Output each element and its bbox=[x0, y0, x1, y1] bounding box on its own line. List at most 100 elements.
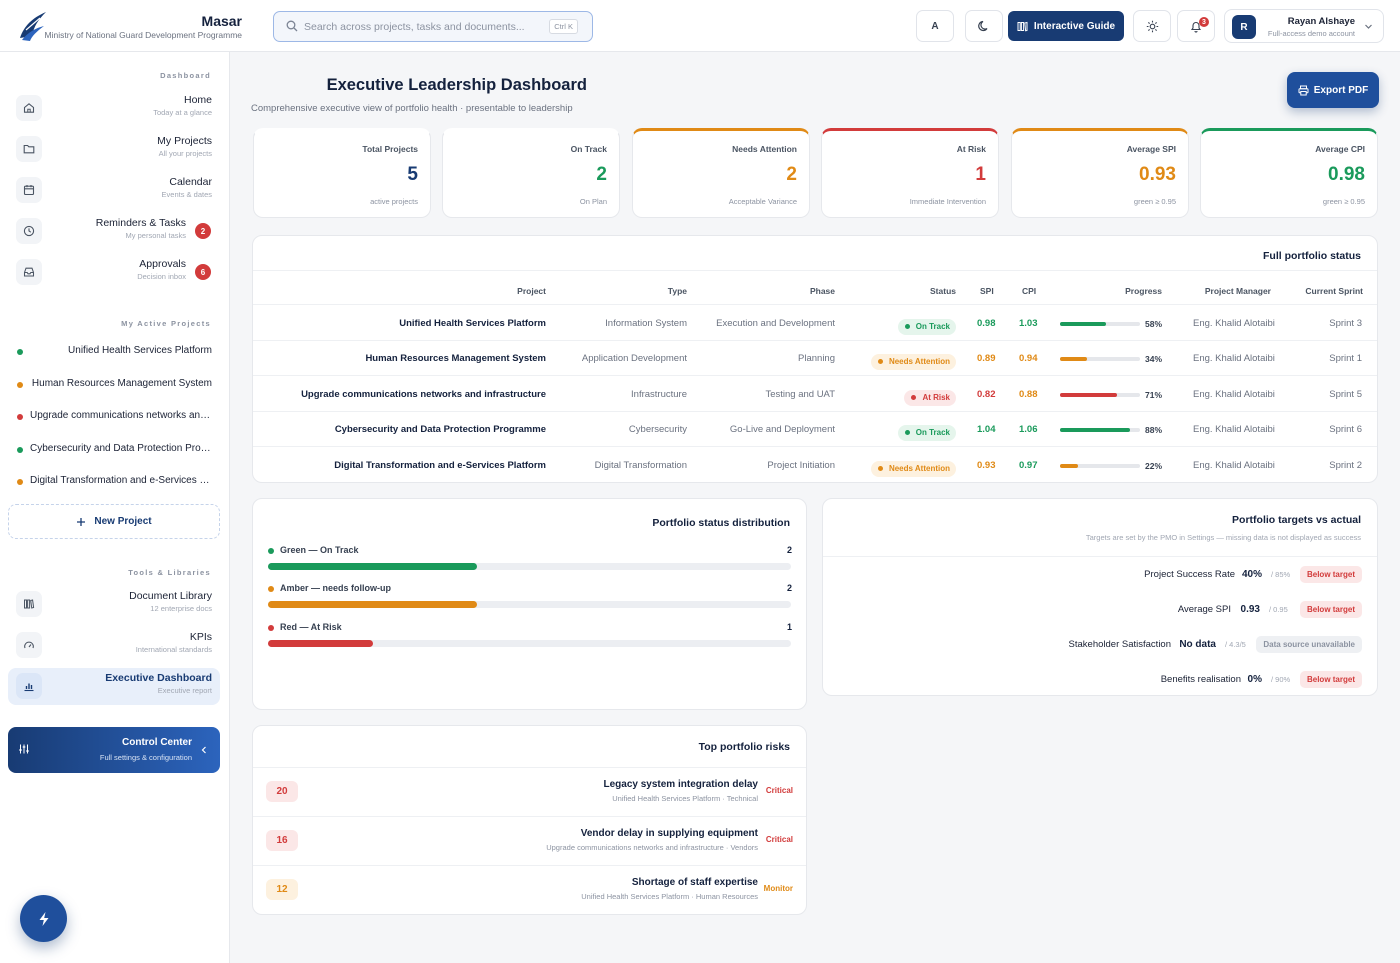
control-center-button[interactable]: Control Center Full settings & configura… bbox=[8, 727, 220, 773]
kpi-value: 5 bbox=[407, 164, 418, 185]
target-label: Benefits realisation bbox=[1160, 674, 1241, 685]
inbox-icon bbox=[16, 259, 42, 285]
risk-subtitle: Upgrade communications networks and infr… bbox=[546, 843, 758, 852]
status-badge: Needs Attention bbox=[870, 354, 956, 370]
column-header: Project bbox=[517, 286, 546, 296]
font-size-button[interactable]: A bbox=[916, 10, 954, 42]
sidebar-item-calendar[interactable]: Calendar Events & dates bbox=[8, 172, 220, 208]
distribution-label: Red — At Risk bbox=[280, 622, 342, 632]
kpi-card-average-cpi: Average CPI 0.98 green ≥ 0.95 bbox=[1200, 128, 1378, 218]
moon-icon bbox=[978, 20, 988, 32]
risk-title[interactable]: Vendor delay in supplying equipment bbox=[580, 828, 758, 839]
project-manager-cell: Eng. Khalid Alotaibi bbox=[1193, 353, 1275, 364]
sidebar-project-item[interactable]: Digital Transformation and e-Services Pl… bbox=[8, 471, 220, 493]
project-label: Upgrade communications networks and infr… bbox=[30, 410, 212, 421]
current-sprint-cell: Sprint 2 bbox=[1329, 460, 1362, 471]
sidebar-item-document-library[interactable]: Document Library 12 enterprise docs bbox=[8, 586, 220, 622]
cpi-cell: 1.06 bbox=[1019, 424, 1038, 435]
sidebar-item-home[interactable]: Home Today at a glance bbox=[8, 90, 220, 126]
masar-logo-icon[interactable] bbox=[18, 10, 48, 42]
quick-action-button[interactable] bbox=[20, 895, 67, 942]
sidebar-project-item[interactable]: Human Resources Management System bbox=[8, 374, 220, 396]
distribution-value: 1 bbox=[786, 622, 792, 632]
sidebar-project-item[interactable]: Upgrade communications networks and infr… bbox=[8, 406, 220, 428]
project-name-cell[interactable]: Unified Health Services Platform bbox=[399, 318, 546, 329]
divider bbox=[253, 340, 1377, 341]
kpi-title: At Risk bbox=[956, 144, 986, 154]
clock-icon bbox=[16, 218, 42, 244]
sidebar-item-my-projects[interactable]: My Projects All your projects bbox=[8, 131, 220, 167]
distribution-value: 2 bbox=[786, 583, 792, 593]
sidebar-item-executive-dashboard[interactable]: Executive Dashboard Executive report bbox=[8, 668, 220, 705]
plus-icon bbox=[77, 517, 86, 526]
status-dot bbox=[17, 447, 23, 453]
risks-card: Top portfolio risks bbox=[252, 725, 807, 915]
status-badge: Needs Attention bbox=[870, 461, 956, 477]
sidebar-project-item[interactable]: Cybersecurity and Data Protection Progra… bbox=[8, 439, 220, 461]
reminders-count-badge: 2 bbox=[195, 223, 211, 239]
column-header: Phase bbox=[809, 286, 835, 296]
global-search[interactable]: Ctrl K bbox=[273, 11, 593, 42]
risk-title[interactable]: Legacy system integration delay bbox=[603, 779, 758, 790]
sidebar-item-approvals[interactable]: Approvals Decision inbox 6 bbox=[8, 254, 220, 290]
risk-subtitle: Unified Health Services Platform · Techn… bbox=[612, 794, 758, 803]
gauge-icon bbox=[16, 632, 42, 658]
project-name-cell[interactable]: Upgrade communications networks and infr… bbox=[301, 389, 546, 400]
targets-title: Portfolio targets vs actual bbox=[1232, 514, 1361, 526]
project-name-cell[interactable]: Human Resources Management System bbox=[365, 353, 546, 364]
bar-chart-icon bbox=[16, 673, 42, 699]
interactive-guide-button[interactable]: Interactive Guide bbox=[1008, 11, 1124, 41]
divider bbox=[253, 270, 1377, 271]
target-actual-value: 0.93 bbox=[1240, 603, 1260, 615]
project-label: Cybersecurity and Data Protection Progra… bbox=[30, 443, 212, 454]
export-pdf-label: Export PDF bbox=[1313, 84, 1369, 96]
project-manager-cell: Eng. Khalid Alotaibi bbox=[1193, 389, 1275, 400]
book-icon bbox=[1017, 21, 1028, 31]
kpi-card-average-spi: Average SPI 0.93 green ≥ 0.95 bbox=[1011, 128, 1189, 218]
control-center-sub: Full settings & configuration bbox=[99, 753, 192, 762]
risk-score-badge: 20 bbox=[266, 781, 298, 802]
current-sprint-cell: Sprint 5 bbox=[1329, 389, 1362, 400]
sidebar-project-item[interactable]: Unified Health Services Platform bbox=[8, 341, 220, 363]
kpi-sub: On Plan bbox=[579, 197, 607, 206]
user-name: Rayan Alshaye bbox=[1287, 16, 1355, 27]
search-input[interactable] bbox=[304, 18, 534, 36]
avatar: R bbox=[1232, 15, 1256, 39]
progress-bar bbox=[1060, 357, 1140, 361]
progress-label: 58% bbox=[1145, 319, 1163, 329]
spi-cell: 1.04 bbox=[977, 424, 996, 435]
distribution-value: 2 bbox=[786, 545, 792, 555]
project-label: Digital Transformation and e-Services Pl… bbox=[30, 475, 212, 486]
kpi-value: 0.98 bbox=[1328, 164, 1365, 185]
project-name-cell[interactable]: Digital Transformation and e-Services Pl… bbox=[334, 460, 546, 471]
risk-title[interactable]: Shortage of staff expertise bbox=[631, 877, 758, 888]
export-pdf-button[interactable]: Export PDF bbox=[1287, 72, 1379, 108]
user-menu[interactable]: R Rayan Alshaye Full-access demo account bbox=[1224, 9, 1384, 43]
kpi-sub: green ≥ 0.95 bbox=[1133, 197, 1176, 206]
current-sprint-cell: Sprint 6 bbox=[1329, 424, 1362, 435]
kpi-sub: Immediate Intervention bbox=[909, 197, 986, 206]
app-name: Masar bbox=[201, 13, 242, 29]
project-name-cell[interactable]: Cybersecurity and Data Protection Progra… bbox=[334, 424, 546, 435]
current-sprint-cell: Sprint 1 bbox=[1329, 353, 1362, 364]
sidebar-item-kpis[interactable]: KPIs International standards bbox=[8, 627, 220, 663]
theme-button[interactable] bbox=[1133, 10, 1171, 42]
new-project-button[interactable]: New Project bbox=[8, 504, 220, 539]
target-label: Stakeholder Satisfaction bbox=[1068, 639, 1171, 650]
notifications-button[interactable]: 3 bbox=[1177, 10, 1215, 42]
distribution-bar bbox=[268, 640, 791, 647]
kpi-card-on-track: On Track 2 On Plan bbox=[442, 128, 620, 218]
dark-mode-button[interactable] bbox=[965, 10, 1003, 42]
sidebar-item-sub: International standards bbox=[135, 645, 212, 654]
divider bbox=[253, 816, 806, 817]
spi-cell: 0.98 bbox=[977, 318, 996, 329]
progress-label: 88% bbox=[1145, 425, 1163, 435]
kpi-sub: active projects bbox=[370, 197, 418, 206]
kpi-value: 2 bbox=[596, 164, 607, 185]
sidebar-item-sub: Executive report bbox=[157, 686, 212, 695]
status-badge: On Track bbox=[897, 425, 956, 441]
sliders-icon bbox=[19, 744, 29, 754]
sidebar-item-reminders[interactable]: Reminders & Tasks My personal tasks 2 bbox=[8, 213, 220, 249]
status-dot bbox=[268, 586, 274, 592]
kpi-title: Average CPI bbox=[1315, 144, 1365, 154]
